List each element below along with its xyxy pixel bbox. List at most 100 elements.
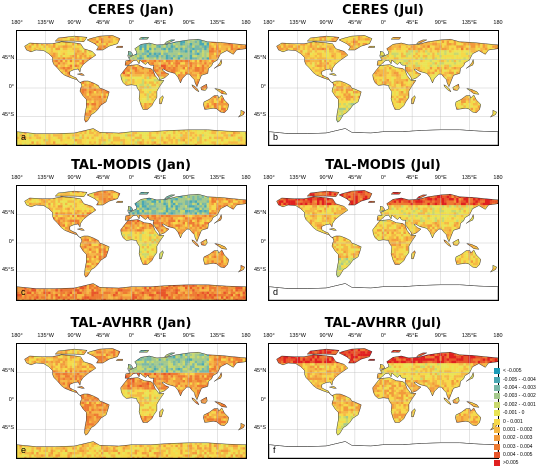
map-panel-tal-modis-jan: TAL-MODIS (Jan) 180° 135°W 90°W 45°W 0° 45°E 90… xyxy=(2,158,260,308)
latitude-tick-label: 45°N xyxy=(2,210,14,217)
land-japan xyxy=(466,213,475,224)
latitude-tick-label: 45°N xyxy=(2,368,14,375)
land-japan xyxy=(214,213,223,224)
legend-label: 0 - 0.001 xyxy=(503,419,523,425)
legend-swatch xyxy=(494,368,500,375)
latitude-tick-label: 45°N xyxy=(254,55,266,62)
graticule xyxy=(17,186,246,300)
world-map xyxy=(17,186,246,300)
longitude-tick-label: 0° xyxy=(381,333,386,340)
world-map xyxy=(17,31,246,145)
longitude-tick-label: 180° xyxy=(11,333,22,340)
legend-item: 0.001 - 0.002 xyxy=(494,426,550,434)
map-panel-ceres-jan: CERES (Jan) 180° 135°W 90°W 45°W 0° 45°E 90°E 13… xyxy=(2,3,260,153)
longitude-tick-label: 180° xyxy=(11,175,22,182)
land-australia xyxy=(455,407,482,426)
legend-label: 0.004 - 0.005 xyxy=(503,452,532,458)
land-north-america xyxy=(276,354,349,397)
land-canadian-islands xyxy=(54,190,88,198)
land-svalbard xyxy=(390,350,402,353)
land-south-america xyxy=(331,80,362,123)
latitude-tick-label: 0° xyxy=(2,239,14,246)
land-africa xyxy=(120,377,165,423)
land-new-zealand xyxy=(238,109,245,118)
panel-title: CERES (Jan) xyxy=(2,3,260,19)
legend-swatch xyxy=(494,384,500,391)
land-new-zealand xyxy=(490,422,497,431)
land-iceland xyxy=(115,358,123,361)
land-south-america xyxy=(79,80,110,123)
land-uk xyxy=(379,51,386,57)
world-map xyxy=(269,31,498,145)
land-antarctica-nodata xyxy=(269,441,498,458)
land-africa xyxy=(372,219,417,265)
longitude-tick-label: 180° xyxy=(11,20,22,27)
land-borneo xyxy=(200,238,208,246)
land-cuba xyxy=(77,386,86,389)
color-legend: < -0.005 -0.005 - -0.004 -0.004 - -0.003 -0… xyxy=(494,367,550,468)
longitude-tick-label: 90°E xyxy=(183,175,195,182)
longitude-tick-label: 90°W xyxy=(67,175,81,182)
panel-title: CERES (Jul) xyxy=(254,3,512,19)
longitude-tick-label: 135°W xyxy=(289,333,306,340)
latitude-tick-label: 45°S xyxy=(254,112,266,119)
land-australia xyxy=(455,249,482,268)
land-africa xyxy=(120,64,165,110)
panel-letter-label: b xyxy=(273,132,278,142)
graticule xyxy=(269,344,498,458)
map-frame: e xyxy=(16,343,247,459)
land-borneo xyxy=(452,396,460,404)
land-antarctica-nodata xyxy=(269,283,498,300)
land-new-guinea xyxy=(466,401,480,408)
panel-letter-label: e xyxy=(21,445,26,455)
legend-swatch xyxy=(494,435,500,442)
longitude-tick-label: 135°W xyxy=(289,20,306,27)
land-eurasia xyxy=(376,38,498,88)
land-greenland xyxy=(86,348,121,364)
longitude-tick-label: 0° xyxy=(381,20,386,27)
land-africa xyxy=(372,64,417,110)
land-south-america xyxy=(331,235,362,278)
longitude-tick-label: 45°W xyxy=(348,20,362,27)
longitude-tick-label: 0° xyxy=(129,175,134,182)
longitude-tick-label: 90°E xyxy=(183,20,195,27)
land-borneo xyxy=(452,83,460,91)
land-canadian-islands xyxy=(54,348,88,356)
land-madagascar xyxy=(159,408,164,418)
land-novaya-zemlya xyxy=(163,39,175,45)
land-new-zealand xyxy=(238,264,245,273)
longitude-tick-label: 180° xyxy=(263,175,274,182)
map-panel-ceres-jul: CERES (Jul) 180° 135°W 90°W 45°W 0° 45°E 90°E 13… xyxy=(254,3,512,153)
land-sumatra xyxy=(191,397,200,406)
land-north-america xyxy=(24,196,97,239)
land-eurasia xyxy=(376,351,498,401)
land-greenland xyxy=(338,348,373,364)
panel-title: TAL-AVHRR (Jan) xyxy=(2,316,260,332)
land-novaya-zemlya xyxy=(163,194,175,200)
land-svalbard xyxy=(138,192,150,195)
legend-item: -0.002 - -0.001 xyxy=(494,401,550,409)
longitude-tick-label: 90°W xyxy=(67,333,81,340)
legend-item: < -0.005 xyxy=(494,367,550,375)
land-iceland xyxy=(367,358,375,361)
map-frame: d xyxy=(268,185,499,301)
world-map xyxy=(269,186,498,300)
longitude-tick-label: 0° xyxy=(129,20,134,27)
land-svalbard xyxy=(138,350,150,353)
legend-label: -0.002 - -0.001 xyxy=(503,402,536,408)
longitude-tick-label: 45°E xyxy=(406,333,418,340)
land-australia xyxy=(455,94,482,113)
land-borneo xyxy=(200,396,208,404)
land-new-zealand xyxy=(490,109,497,118)
longitude-tick-label: 135°W xyxy=(37,175,54,182)
land-south-america xyxy=(331,393,362,436)
latitude-tick-label: 45°N xyxy=(2,55,14,62)
latitude-tick-label: 45°S xyxy=(2,267,14,274)
land-iceland xyxy=(115,45,123,48)
land-iceland xyxy=(115,200,123,203)
land-uk xyxy=(127,51,134,57)
legend-item: -0.003 - -0.002 xyxy=(494,392,550,400)
graticule xyxy=(17,344,246,458)
legend-label: -0.001 - 0 xyxy=(503,410,524,416)
land-madagascar xyxy=(159,95,164,105)
